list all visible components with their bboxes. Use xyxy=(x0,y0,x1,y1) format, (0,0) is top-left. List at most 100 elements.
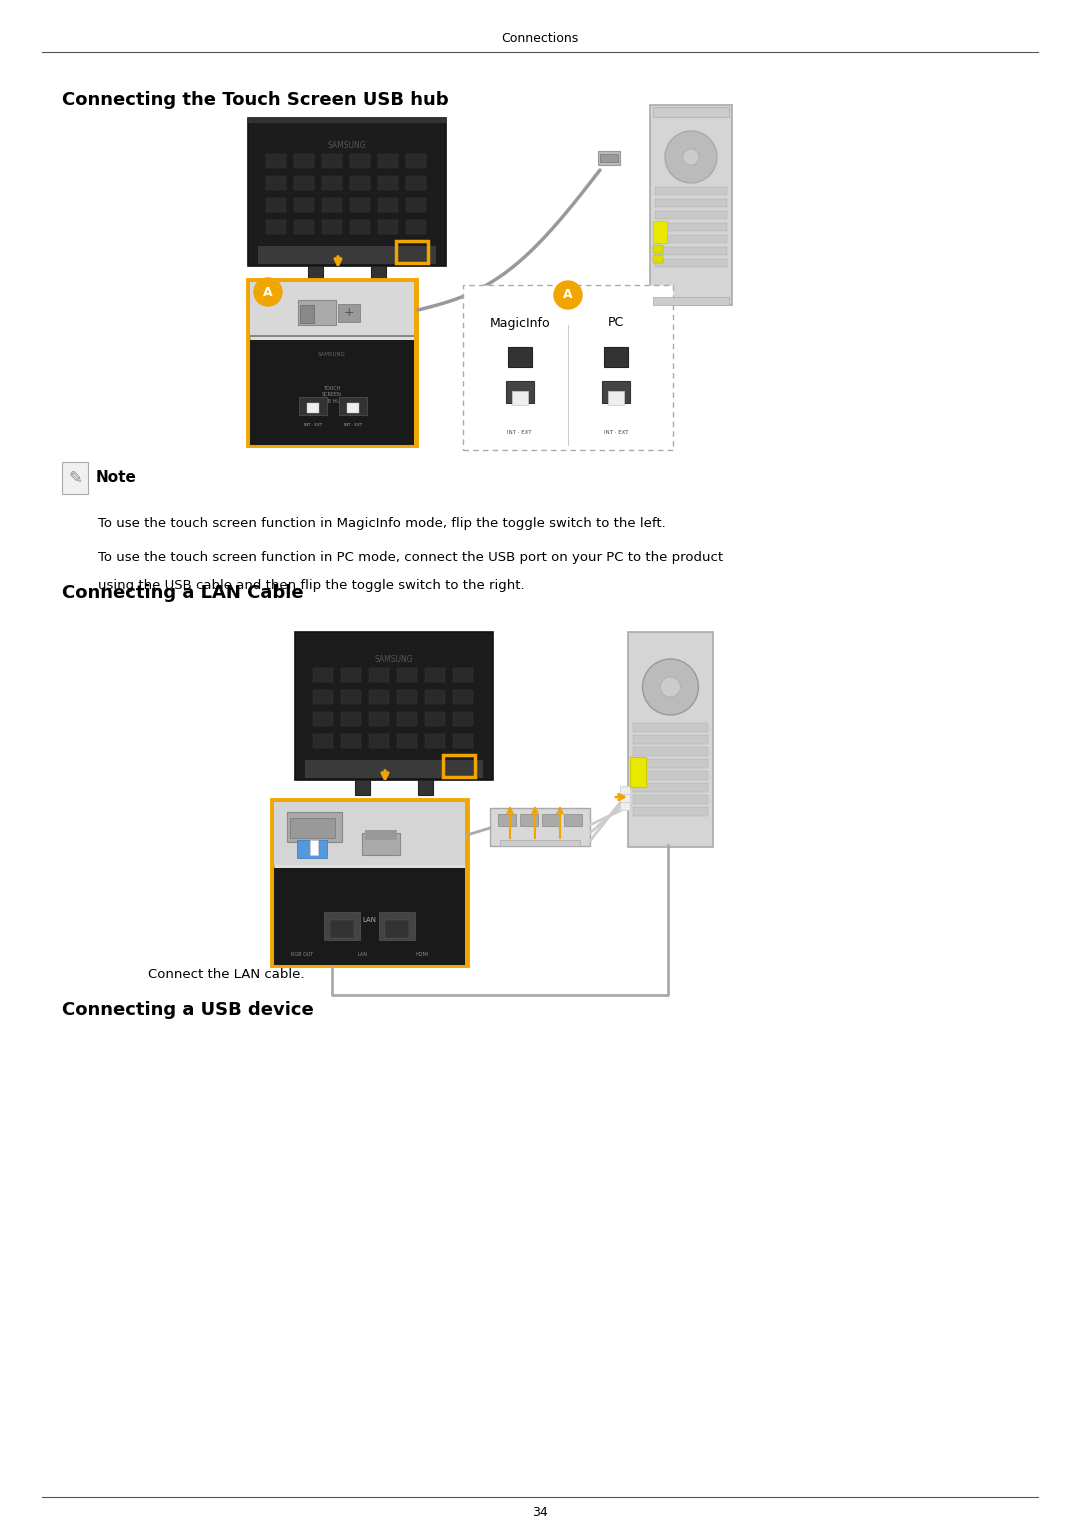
Bar xyxy=(362,834,400,855)
Bar xyxy=(330,919,354,938)
Bar xyxy=(620,786,630,794)
Bar xyxy=(512,391,528,405)
Bar xyxy=(633,796,708,805)
Bar xyxy=(322,176,342,189)
Bar xyxy=(418,780,433,796)
Bar xyxy=(305,760,483,777)
Bar xyxy=(653,107,729,118)
Bar xyxy=(453,667,473,683)
Bar xyxy=(633,759,708,768)
Bar xyxy=(630,757,646,786)
Bar xyxy=(453,712,473,725)
Text: using the USB cable and then flip the toggle switch to the right.: using the USB cable and then flip the to… xyxy=(98,580,525,592)
Text: TOUCH
SCREEN
USB HUB: TOUCH SCREEN USB HUB xyxy=(321,386,343,403)
Circle shape xyxy=(661,676,680,696)
Bar xyxy=(294,176,314,189)
Bar xyxy=(620,794,630,802)
Bar xyxy=(322,154,342,168)
Bar xyxy=(291,818,335,838)
Bar xyxy=(369,734,389,748)
Bar xyxy=(322,199,342,212)
Bar xyxy=(500,840,580,846)
Bar xyxy=(384,919,409,938)
Text: RGB OUT: RGB OUT xyxy=(291,953,313,957)
Bar xyxy=(350,154,370,168)
Text: To use the touch screen function in MagicInfo mode, flip the toggle switch to th: To use the touch screen function in Magi… xyxy=(98,518,665,530)
Bar xyxy=(248,279,416,444)
Bar xyxy=(654,247,727,255)
Bar xyxy=(298,299,336,325)
Bar xyxy=(426,712,445,725)
Bar xyxy=(274,867,465,965)
Bar xyxy=(343,802,378,808)
Text: Note: Note xyxy=(96,470,137,486)
Bar xyxy=(519,814,538,826)
Bar xyxy=(295,632,492,780)
Bar xyxy=(453,690,473,704)
Bar xyxy=(426,690,445,704)
Bar xyxy=(313,667,333,683)
Bar xyxy=(341,667,361,683)
Bar xyxy=(410,802,445,808)
Bar xyxy=(287,812,342,841)
Bar xyxy=(406,199,426,212)
Bar xyxy=(508,347,531,366)
Text: MagicInfo: MagicInfo xyxy=(489,316,550,330)
FancyBboxPatch shape xyxy=(463,286,673,450)
Bar xyxy=(654,199,727,208)
Text: HDMI: HDMI xyxy=(416,953,429,957)
Text: +: + xyxy=(343,307,354,319)
Bar xyxy=(378,154,399,168)
Text: LAN: LAN xyxy=(363,918,377,922)
Bar xyxy=(443,754,475,777)
Bar xyxy=(406,220,426,234)
Bar xyxy=(338,304,360,322)
Text: INT · EXT: INT · EXT xyxy=(508,431,532,435)
Bar xyxy=(633,734,708,744)
Bar xyxy=(633,747,708,756)
Bar xyxy=(633,771,708,780)
Bar xyxy=(633,806,708,815)
Text: Connecting a USB device: Connecting a USB device xyxy=(62,1002,314,1019)
Bar xyxy=(296,289,330,295)
Bar xyxy=(378,176,399,189)
Bar xyxy=(248,118,446,266)
Bar xyxy=(654,260,727,267)
Text: SAMSUNG: SAMSUNG xyxy=(375,655,414,664)
Circle shape xyxy=(683,150,699,165)
Circle shape xyxy=(554,281,582,308)
Bar xyxy=(62,463,87,495)
Text: ✎: ✎ xyxy=(68,469,82,487)
Bar xyxy=(350,199,370,212)
Bar xyxy=(564,814,582,826)
Bar xyxy=(249,282,414,334)
Bar xyxy=(266,199,286,212)
Circle shape xyxy=(665,131,717,183)
Text: 34: 34 xyxy=(532,1507,548,1519)
Bar xyxy=(598,151,620,165)
Text: To use the touch screen function in PC mode, connect the USB port on your PC to : To use the touch screen function in PC m… xyxy=(98,551,724,565)
Bar xyxy=(347,403,359,412)
Bar xyxy=(653,255,663,263)
Bar xyxy=(426,667,445,683)
Bar xyxy=(350,176,370,189)
Text: INT · EXT: INT · EXT xyxy=(604,431,629,435)
Bar xyxy=(294,220,314,234)
Text: INT · EXT: INT · EXT xyxy=(303,423,322,428)
Text: A: A xyxy=(264,286,273,298)
Bar xyxy=(406,154,426,168)
Text: SAMSUNG: SAMSUNG xyxy=(327,142,366,151)
Bar xyxy=(490,808,590,846)
Bar xyxy=(653,296,729,305)
Bar xyxy=(505,382,534,403)
Bar xyxy=(397,734,417,748)
Bar xyxy=(266,154,286,168)
Bar xyxy=(294,154,314,168)
Bar xyxy=(363,289,399,295)
Bar xyxy=(633,783,708,793)
Bar xyxy=(397,690,417,704)
Bar xyxy=(322,220,342,234)
Bar xyxy=(372,266,386,281)
Text: Connecting a LAN Cable: Connecting a LAN Cable xyxy=(62,583,303,602)
Bar xyxy=(654,223,727,231)
